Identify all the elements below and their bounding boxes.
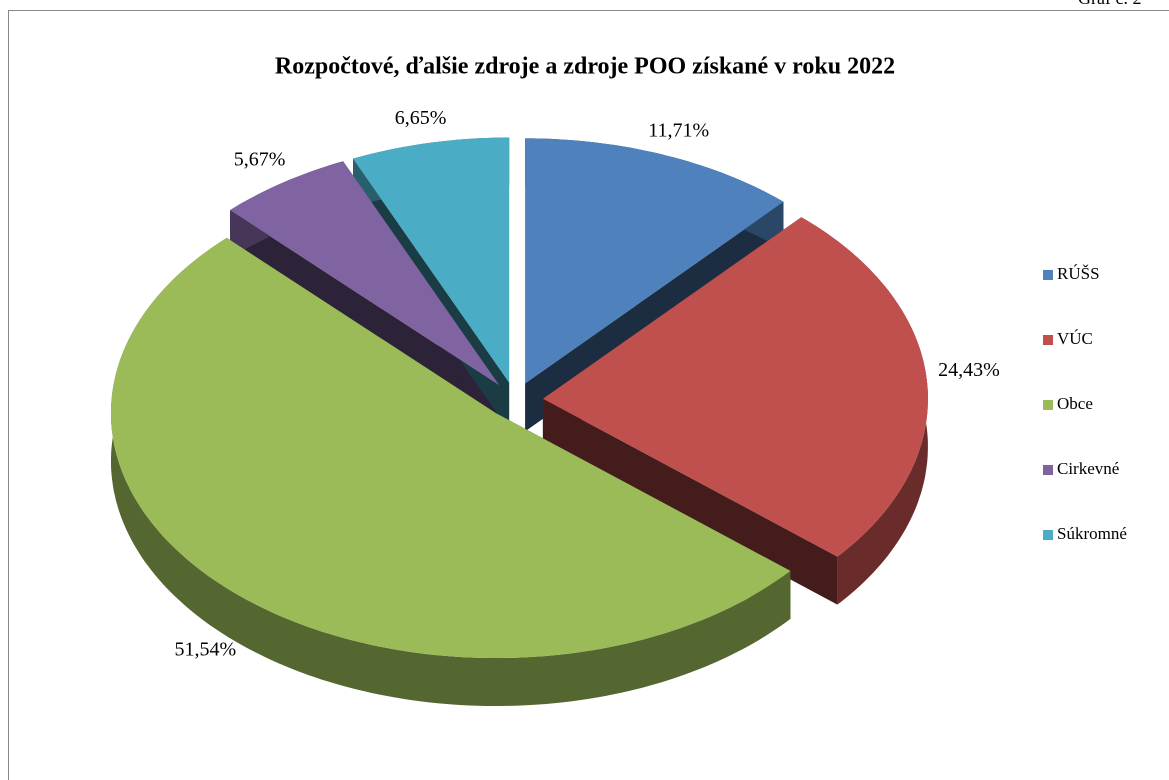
data-label: 24,43% <box>938 359 1000 381</box>
legend-label: RÚŠS <box>1057 264 1100 283</box>
data-label: 5,67% <box>234 148 286 170</box>
slice <box>230 161 500 386</box>
slice <box>525 138 784 384</box>
slice <box>353 137 510 383</box>
legend-swatch <box>1043 465 1053 475</box>
legend-label: Súkromné <box>1057 524 1127 543</box>
legend-label: VÚC <box>1057 329 1093 348</box>
data-label: 51,54% <box>175 638 237 660</box>
slice <box>542 217 928 557</box>
legend-swatch <box>1043 270 1053 280</box>
slice <box>111 237 791 658</box>
legend-swatch <box>1043 530 1053 540</box>
slice-side-wall <box>542 398 838 605</box>
legend-swatch <box>1043 335 1053 345</box>
chart-title: Rozpočtové, ďalšie zdroje a zdroje POO z… <box>275 54 895 80</box>
legend-label: Obce <box>1057 394 1093 413</box>
legend-swatch <box>1043 400 1053 410</box>
data-label: 11,71% <box>648 119 709 141</box>
legend-label: Cirkevné <box>1057 459 1119 478</box>
chart-number: Graf č. 2 <box>1078 0 1141 8</box>
data-label: 6,65% <box>395 107 447 129</box>
